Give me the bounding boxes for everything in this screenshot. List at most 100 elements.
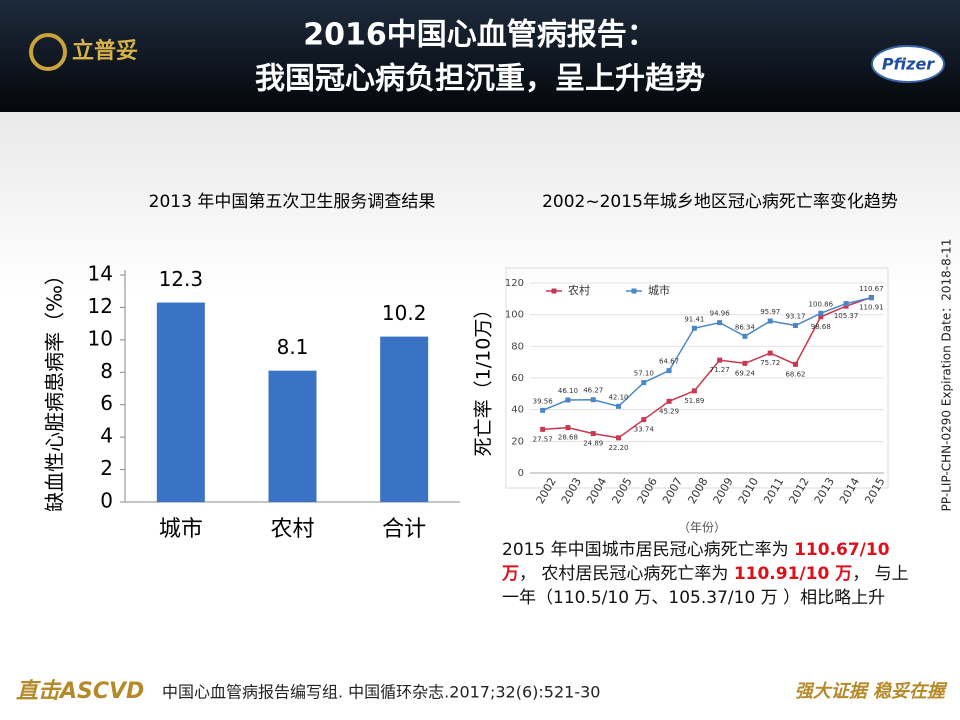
marker [868,295,874,301]
data-label: 71.27 [710,366,730,374]
chart-title: 2013 年中国第五次卫生服务调查结果 [149,192,436,212]
y-tick-label: 6 [100,391,113,415]
y-tick-label: 14 [88,262,113,286]
marker [691,388,697,394]
y-tick-label: 8 [100,359,113,383]
data-label: 86.34 [735,323,756,331]
marker [590,431,596,437]
x-axis-label: （年份） [678,521,726,535]
bar [156,302,205,502]
title: 我国冠心病负担沉重，呈上升趋势 [255,62,705,97]
x-tick-label: 合计 [382,517,426,542]
data-label: 27.57 [533,435,553,443]
y-tick-label: 0 [518,468,524,479]
marker [666,398,672,404]
legend-swatch [631,288,637,294]
data-label: 110.91 [859,303,884,311]
y-axis-label: 死亡率（1/10万） [473,300,495,457]
logo-oval [871,45,945,83]
chart-title: 2002~2015年城乡地区冠心病死亡率变化趋势 [542,192,898,212]
data-label: 64.67 [659,358,679,366]
marker [818,310,824,316]
data-label: 10.2 [382,301,427,325]
x-tick-label: 城市 [159,517,203,542]
data-label: 46.10 [558,387,578,395]
marker [793,322,798,328]
footer-logo: 直击ASCVD [16,679,144,704]
marker [540,407,546,413]
marker [590,397,596,403]
marker [818,314,824,320]
data-label: 24.89 [583,440,603,448]
marker [742,333,748,339]
citation: 中国心血管病报告编写组. 中国循环杂志.2017;32(6):521-30 [162,683,600,702]
legend-label: 城市 [648,283,670,297]
y-tick-label: 12 [88,294,113,318]
data-label: 8.1 [277,335,309,359]
y-tick-label: 0 [100,489,113,513]
summary-text: 110.67/10 万 [502,540,890,584]
data-label: 12.3 [159,267,204,291]
side-note: PP-LIP-CHN-0290 Expiration Date：2018-8-1… [940,239,954,512]
chart-frame [505,267,889,489]
marker [616,403,621,409]
bar [268,370,317,502]
data-label: 69.24 [735,369,756,377]
y-axis-label: 缺血性心脏病患病率（‰） [43,265,67,512]
logo: Pfizer [882,55,935,74]
marker [717,357,723,363]
title: 2016中国心血管病报告： [303,18,657,53]
marker [767,350,773,356]
marker [843,303,849,309]
data-label: 95.97 [760,308,780,316]
marker [616,435,621,441]
data-label: 28.68 [558,434,578,442]
marker [793,361,798,367]
y-tick-label: 10 [88,326,113,350]
marker [717,320,723,326]
y-tick-label: 120 [505,278,524,289]
x-tick-label: 农村 [270,517,314,542]
data-label: 93.17 [785,312,805,320]
marker [641,380,647,386]
summary: 2015 年中国城市居民冠心病死亡率为 110.67/10 万， 农村居民冠心病… [502,538,912,610]
logo: 立普妥 [72,38,138,64]
line [542,297,872,412]
summary-text: ， 与上一年（110.5/10 万、105.37/10 万 ）相比略上升 [502,564,909,608]
legend-swatch [551,288,557,294]
data-label: 45.29 [659,407,679,415]
data-label: 22.20 [608,444,628,452]
header-band [0,0,960,112]
marker [565,425,571,431]
marker [691,325,697,331]
legend-label: 农村 [568,283,590,297]
summary-text: ， 农村居民冠心病死亡率为 [519,564,734,584]
marker [641,417,647,423]
logo-emblem [29,33,67,71]
line [542,296,872,439]
data-label: 57.10 [634,370,654,378]
data-label: 46.27 [583,387,603,395]
y-tick-label: 80 [511,341,524,352]
bar [380,336,429,502]
marker [565,397,571,403]
data-label: 51.89 [684,397,704,405]
data-label: 42.10 [608,393,628,401]
data-label: 110.67 [859,285,884,293]
y-tick-label: 20 [511,436,524,447]
y-tick-label: 4 [100,424,113,448]
marker [843,301,849,307]
footer-logo: 强大证据 稳妥在握 [795,681,948,702]
data-label: 94.96 [710,310,731,318]
data-label: 39.56 [533,397,554,405]
marker [666,368,672,374]
y-tick-label: 2 [100,456,113,480]
y-tick-label: 60 [511,373,524,384]
y-tick-label: 100 [505,310,524,321]
data-label: 100.86 [809,300,834,308]
marker [767,318,773,324]
data-label: 68.62 [785,370,805,378]
summary-text: 110.91/10 万 [733,564,853,584]
